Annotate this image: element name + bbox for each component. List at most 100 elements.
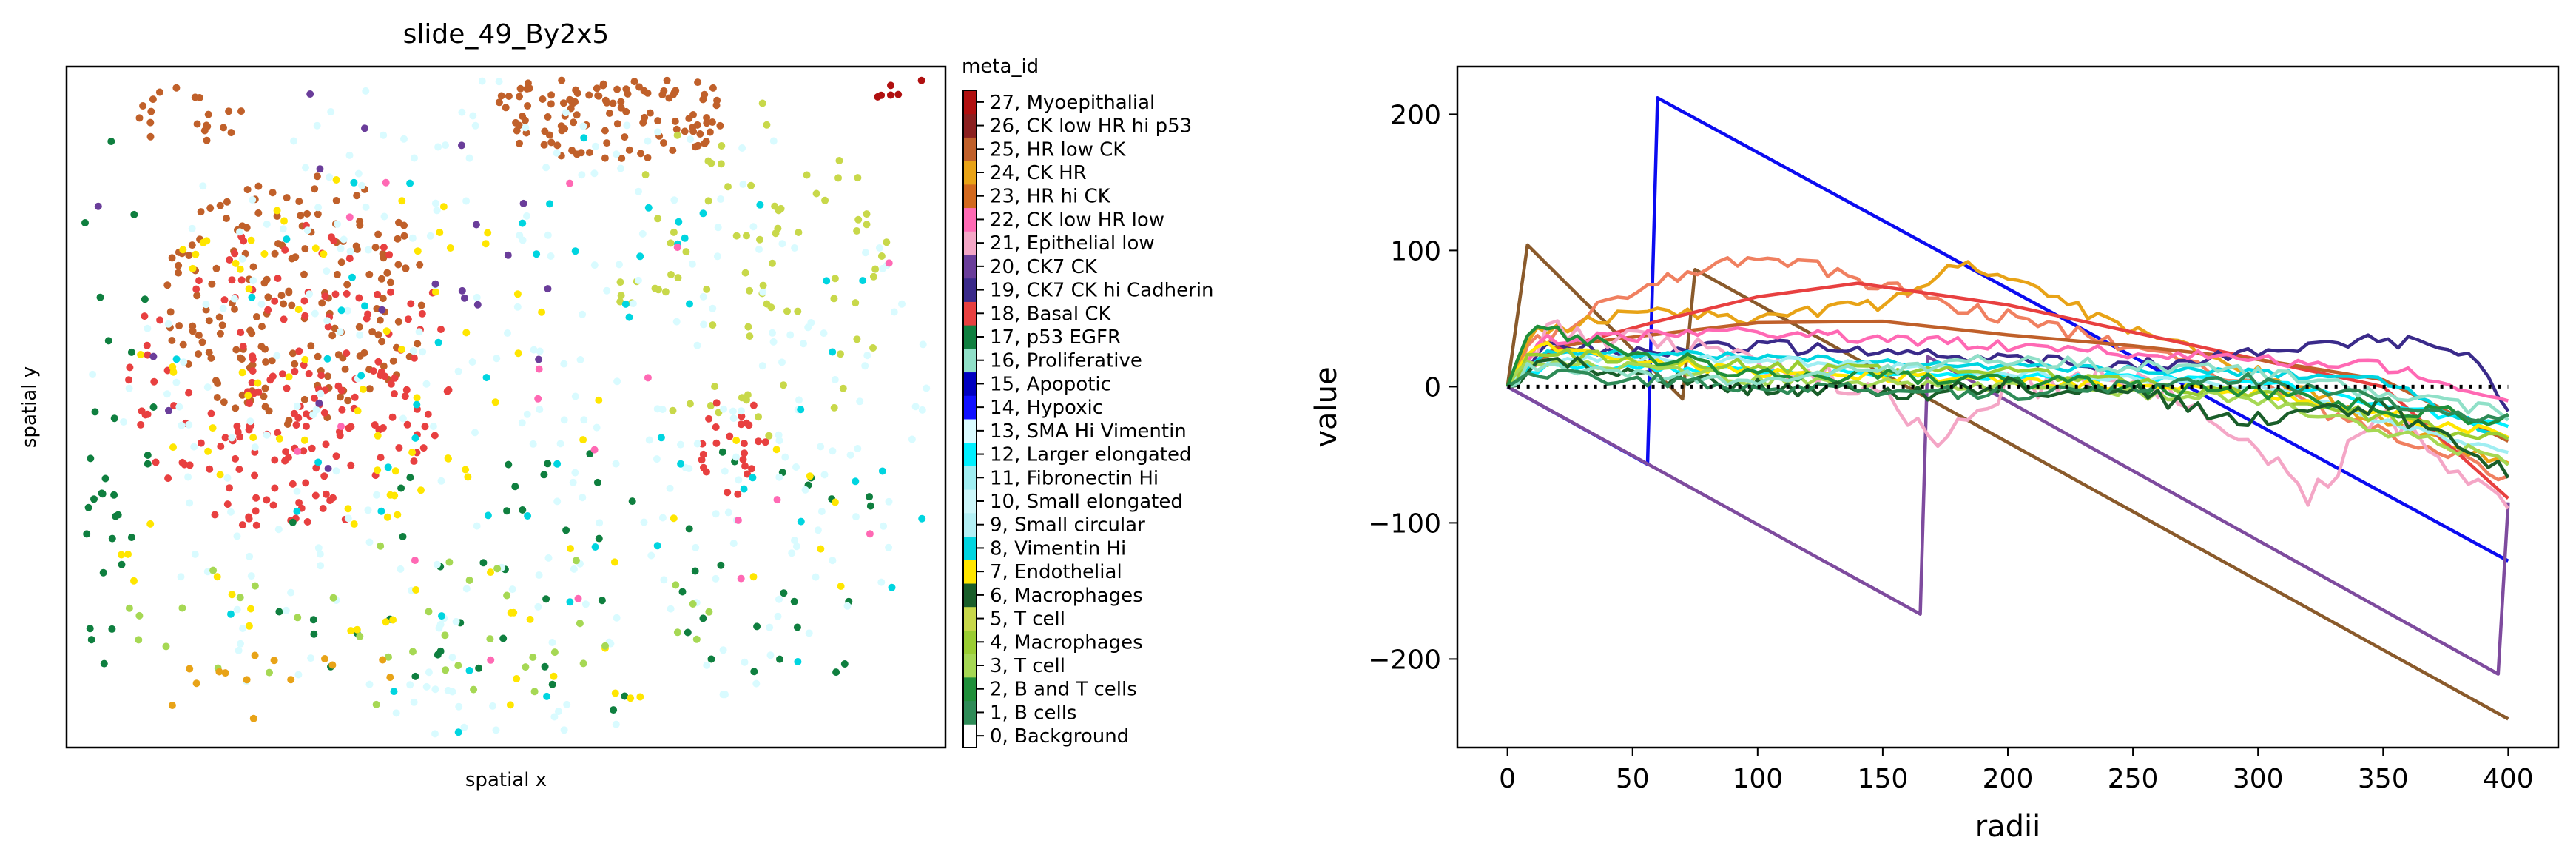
cell-point-10-58 xyxy=(596,519,604,527)
cell-point-10-287 xyxy=(323,267,331,275)
cell-point-11-49 xyxy=(591,543,599,551)
cell-point-0-129 xyxy=(414,340,422,348)
cell-point-12-19 xyxy=(491,398,499,406)
cell-point-12-24 xyxy=(245,622,253,630)
cell-point-3-6 xyxy=(573,111,581,119)
colorbar-swatch-8 xyxy=(963,536,977,560)
cell-point-10-17 xyxy=(579,122,587,130)
cell-point-3-69 xyxy=(613,120,621,128)
cell-point-14-10 xyxy=(644,374,652,382)
cell-point-13-17 xyxy=(378,306,386,314)
cell-point-10-19 xyxy=(125,384,133,392)
cell-point-10-250 xyxy=(769,329,776,337)
cell-point-16-2 xyxy=(493,565,502,573)
cell-point-8-29 xyxy=(411,672,419,680)
y-tick-label-200: 200 xyxy=(1390,100,1441,130)
colorbar-label-3: 3, T cell xyxy=(990,655,1065,677)
x-tick-label-50: 50 xyxy=(1616,764,1650,794)
cell-point-10-236 xyxy=(249,277,257,284)
cell-point-16-17 xyxy=(294,614,302,622)
cell-point-5-21 xyxy=(209,424,217,432)
cell-point-12-33 xyxy=(513,675,521,682)
cell-point-1-146 xyxy=(443,387,451,395)
cell-point-7-23 xyxy=(101,474,109,483)
cell-point-10-286 xyxy=(880,522,888,530)
cell-point-10-215 xyxy=(581,600,590,608)
cell-point-5-2 xyxy=(408,449,417,457)
colorbar-label-27: 27, Myoepithalial xyxy=(990,92,1155,114)
cell-point-10-275 xyxy=(792,463,800,471)
cell-point-10-150 xyxy=(724,508,732,517)
colorbar-swatch-6 xyxy=(963,583,977,608)
cell-point-11-9 xyxy=(524,512,532,520)
cell-point-13-3 xyxy=(473,301,482,309)
cell-point-10-226 xyxy=(120,418,128,426)
colorbar-label-22: 22, CK low HR low xyxy=(990,209,1164,231)
cell-point-13-15 xyxy=(458,286,466,295)
cell-point-7-17 xyxy=(84,503,92,511)
cell-point-1-21 xyxy=(252,507,260,515)
cell-point-0-50 xyxy=(232,404,240,412)
cell-point-0-20 xyxy=(331,324,339,332)
cell-point-10-116 xyxy=(795,396,803,404)
cell-point-6-6 xyxy=(831,275,839,283)
colorbar-label-26: 26, CK low HR hi p53 xyxy=(990,115,1192,138)
cell-point-1-112 xyxy=(322,490,330,498)
cell-point-5-43 xyxy=(445,454,452,463)
cell-point-6-76 xyxy=(759,281,767,289)
cell-point-3-77 xyxy=(568,147,576,155)
cell-point-10-165 xyxy=(801,486,809,494)
cell-point-2-1 xyxy=(312,464,320,472)
cell-point-6-50 xyxy=(655,286,662,294)
cell-point-6-1 xyxy=(863,221,871,229)
cell-point-1-103 xyxy=(245,513,253,521)
cell-point-10-187 xyxy=(775,473,783,481)
cell-point-16-4 xyxy=(601,642,609,650)
cell-point-16-38 xyxy=(576,620,584,628)
cell-point-16-31 xyxy=(178,604,186,612)
cell-point-11-28 xyxy=(859,277,867,285)
cell-point-1-52 xyxy=(351,393,359,401)
cell-point-10-65 xyxy=(603,286,611,295)
cell-point-6-24 xyxy=(780,381,787,389)
cell-point-1-119 xyxy=(238,521,246,529)
cell-point-10-99 xyxy=(518,419,526,427)
cell-point-3-55 xyxy=(502,104,510,112)
cell-point-5-59 xyxy=(247,236,255,244)
cell-point-1-69 xyxy=(141,312,149,320)
cell-point-8-8 xyxy=(503,507,510,515)
cell-point-10-182 xyxy=(653,405,661,413)
cell-point-2-2 xyxy=(320,472,328,480)
cell-point-0-92 xyxy=(380,254,388,262)
cell-point-1-149 xyxy=(126,363,134,372)
cell-point-12-3 xyxy=(806,472,814,480)
cell-point-13-6 xyxy=(361,124,368,132)
cell-point-6-31 xyxy=(746,332,754,340)
cell-point-3-113 xyxy=(694,141,702,150)
cell-point-1-30 xyxy=(185,389,193,397)
cell-point-4-4 xyxy=(155,88,163,96)
scatter-points xyxy=(81,76,931,738)
cell-point-17-3 xyxy=(249,714,257,722)
cell-point-4-8 xyxy=(220,124,227,132)
cell-point-10-266 xyxy=(846,451,854,459)
cell-point-1-128 xyxy=(343,289,351,298)
cell-point-10-243 xyxy=(448,654,456,662)
cell-point-1-13 xyxy=(252,521,260,529)
cell-point-8-51 xyxy=(691,567,699,575)
cell-point-2-31 xyxy=(326,497,334,504)
colorbar-frame xyxy=(962,90,977,748)
cell-point-10-34 xyxy=(653,455,661,463)
cell-point-0-93 xyxy=(261,384,269,392)
cell-point-16-33 xyxy=(522,663,530,671)
cell-point-0-137 xyxy=(400,232,408,240)
cell-point-6-65 xyxy=(667,239,675,247)
colorbar-swatch-11 xyxy=(963,466,977,490)
cell-point-3-97 xyxy=(603,139,611,147)
cell-point-3-31 xyxy=(625,146,633,154)
cell-point-10-276 xyxy=(741,658,749,666)
cell-point-10-151 xyxy=(712,574,720,583)
cell-point-9-1 xyxy=(744,470,752,478)
cell-point-13-2 xyxy=(315,399,323,407)
cell-point-12-15 xyxy=(412,586,420,594)
